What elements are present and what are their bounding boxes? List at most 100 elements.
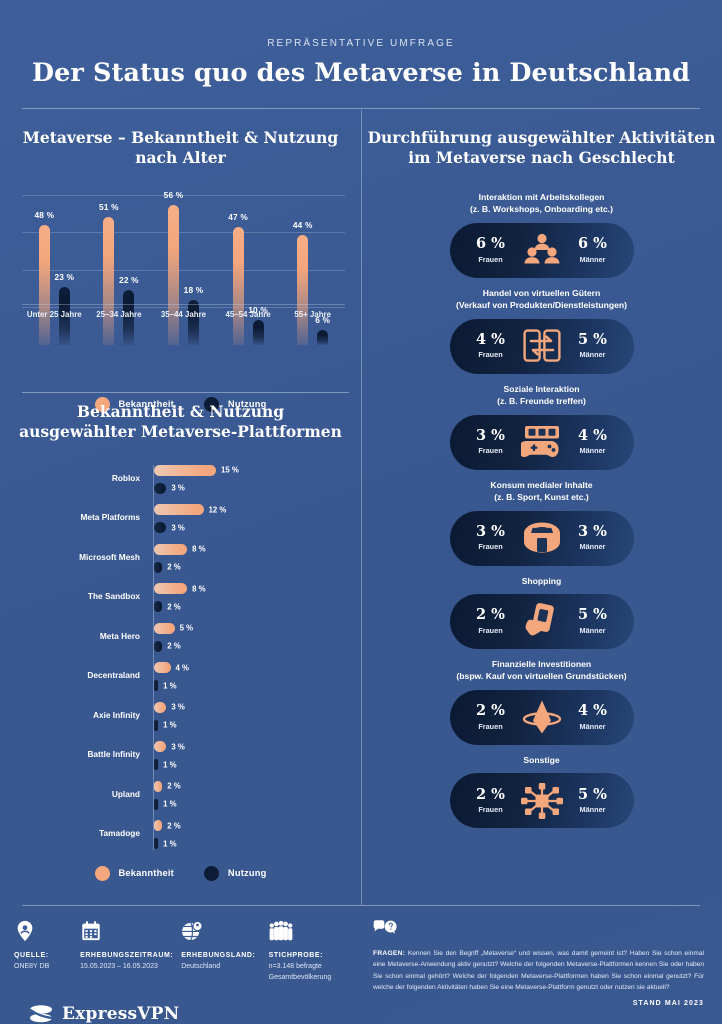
male-stat: 5 % Männer: [570, 608, 616, 635]
content-columns: Metaverse – Bekanntheit & Nutzung nach A…: [0, 110, 722, 905]
age-bar-bekanntheit: 51 %: [99, 202, 119, 345]
right-column: Durchführung ausgewählter Aktivitäten im…: [361, 110, 722, 905]
legend-item-nutzung: Nutzung: [203, 396, 267, 412]
bar-value-label: 1 %: [163, 681, 177, 691]
bar-value-label: 10 %: [248, 304, 268, 315]
footer-left: QUELLE: ONE8Y DB ERHEBUNGSZEITRAUM: 15.05.2…: [0, 906, 361, 1024]
platform-row: Meta Hero 5 % 2 %: [0, 619, 361, 659]
platform-bars: 15 % 3 %: [154, 464, 239, 494]
activity-caption: Sonstige: [375, 754, 708, 766]
platform-chart: Bekanntheit & Nutzung ausgewählter Metav…: [0, 402, 361, 881]
legend-swatch-icon: [203, 865, 219, 881]
activity-pill: 2 % Frauen 5 % Männer: [449, 593, 634, 649]
activity-caption-line: (z. B. Workshops, Onboarding etc.): [469, 204, 614, 215]
footer-meta: QUELLE: ONE8Y DB ERHEBUNGSZEITRAUM: 15.05.2…: [14, 920, 361, 983]
bar-value-label: 3 %: [171, 483, 185, 493]
platform-bars: 2 % 1 %: [154, 780, 181, 810]
female-label: Frauen: [478, 721, 503, 731]
platform-name-label: The Sandbox: [87, 591, 140, 602]
activity-caption-line: (bspw. Kauf von virtuellen Grundstücken): [456, 671, 627, 682]
page-title: Der Status quo des Metaverse in Deutschl…: [31, 58, 691, 88]
age-bar-bekanntheit: 47 %: [228, 212, 248, 345]
bar-value-label: 1 %: [163, 839, 177, 849]
legend-item-bekanntheit: Bekanntheit: [94, 396, 174, 412]
activity-caption-line: Sonstige: [523, 754, 560, 765]
bar-value-label: 3 %: [171, 742, 185, 752]
male-stat: 6 % Männer: [570, 237, 616, 264]
platform-name-label: Upland: [111, 788, 140, 799]
female-value: 2 %: [476, 785, 505, 803]
platform-bar-nutzung: 3 %: [154, 482, 185, 494]
legend-item-bekanntheit: Bekanntheit: [94, 865, 174, 881]
bar-value-label: 1 %: [163, 760, 177, 770]
left-column: Metaverse – Bekanntheit & Nutzung nach A…: [0, 110, 361, 905]
legend-item-nutzung: Nutzung: [203, 865, 267, 881]
age-chart-title: Metaverse – Bekanntheit & Nutzung nach A…: [22, 128, 339, 168]
male-value: 6 %: [578, 235, 607, 253]
activities-list: Interaktion mit Arbeitskollegen (z. B. Wo…: [361, 191, 722, 829]
legend-label: Nutzung: [227, 868, 267, 879]
bar-value-label: 8 %: [192, 584, 206, 594]
footer-meta-item: ERHEBUNGSZEITRAUM: 15.05.2023 – 16.05.202…: [80, 920, 181, 983]
female-value: 3 %: [476, 522, 505, 540]
footer-meta-value: n=3.148 befragte Gesamtbevölkerung: [268, 963, 332, 981]
age-bar-group: 56 % 18 %: [152, 190, 214, 345]
platform-row: Microsoft Mesh 8 % 2 %: [0, 540, 361, 580]
platform-row: Battle Infinity 3 % 1 %: [0, 737, 361, 777]
platform-bar-bekanntheit: 12 %: [154, 504, 226, 516]
age-bar-group: 51 % 22 %: [88, 195, 150, 345]
legend-swatch-icon: [203, 396, 219, 412]
platform-axis-line: [153, 464, 154, 850]
brand-name: ExpressVPN: [62, 1004, 180, 1024]
brand-logo: ExpressVPN: [28, 1003, 361, 1024]
questions-icon-wrap: [373, 920, 704, 941]
age-chart-plot: 48 % 23 % 51 % 22 % 56 % 18 % 47 % 10 % 44 % 6 %: [22, 190, 345, 345]
legend-label: Bekanntheit: [118, 868, 174, 879]
activity-caption: Konsum medialer Inhalte (z. B. Sport, Kun…: [375, 479, 708, 504]
x-axis-labels: Unter 25 Jahre 25–34 Jahre 35–44 Jahre 45–5…: [22, 310, 345, 319]
male-value: 4 %: [578, 426, 607, 444]
male-stat: 5 % Männer: [570, 332, 616, 359]
activity-caption-line: Shopping: [521, 575, 562, 586]
male-label: Männer: [579, 805, 606, 815]
female-value: 3 %: [476, 426, 505, 444]
activity-item: Sonstige 2 % Frauen 5 % Männer: [375, 754, 708, 829]
age-chart-legend: Bekanntheit Nutzung: [0, 396, 361, 412]
activity-pill: 2 % Frauen 5 % Männer: [449, 773, 634, 829]
platform-row: Roblox 15 % 3 %: [0, 461, 361, 501]
platform-chart-title: Bekanntheit & Nutzung ausgewählter Metav…: [19, 402, 342, 442]
platform-bar-nutzung: 2 %: [154, 561, 181, 573]
activity-caption-line: Interaktion mit Arbeitskollegen: [478, 191, 605, 202]
female-value: 2 %: [476, 606, 505, 624]
activity-item: Konsum medialer Inhalte (z. B. Sport, Kun…: [375, 479, 708, 566]
activity-caption-line: (z. B. Sport, Kunst etc.): [494, 492, 589, 503]
x-axis-tick-label: 55+ Jahre: [294, 310, 331, 319]
platform-name-label: Tamadoge: [99, 828, 140, 839]
activity-caption: Soziale Interaktion (z. B. Freunde treffe…: [375, 383, 708, 408]
age-bar-nutzung: 6 %: [315, 315, 330, 345]
female-label: Frauen: [478, 350, 503, 360]
male-label: Männer: [579, 625, 606, 635]
footer-right: FRAGEN: Kennen Sie den Begriff „Metavers…: [361, 906, 722, 1024]
activity-item: Finanzielle Investitionen (bspw. Kauf von…: [375, 658, 708, 745]
platform-rows: Roblox 15 % 3 % Meta Platforms 12 % 3 % Micros…: [0, 461, 361, 856]
bar-value-label: 47 %: [228, 212, 248, 223]
activity-item: Interaktion mit Arbeitskollegen (z. B. Wo…: [375, 191, 708, 278]
platform-bar-nutzung: 1 %: [154, 719, 177, 731]
platform-bars: 3 % 1 %: [154, 741, 185, 771]
footer-meta-value: ONE8Y DB: [14, 963, 50, 970]
bar-value-label: 51 %: [99, 202, 119, 213]
footer-meta-item: ERHEBUNGSLAND: Deutschland: [181, 920, 268, 983]
activity-caption-line: Handel von virtuellen Gütern: [482, 287, 601, 298]
footer-meta-value: Deutschland: [181, 963, 221, 970]
header-divider: [22, 108, 700, 109]
bar-value-label: 2 %: [167, 562, 181, 572]
footer: QUELLE: ONE8Y DB ERHEBUNGSZEITRAUM: 15.05.2…: [0, 906, 722, 1024]
platform-bar-nutzung: 3 %: [154, 522, 185, 534]
platform-bar-bekanntheit: 8 %: [154, 543, 206, 555]
network-nodes-icon: [519, 781, 565, 821]
platform-name-label: Axie Infinity: [92, 709, 140, 720]
age-bar-nutzung: 18 %: [184, 285, 203, 345]
platform-bar-nutzung: 1 %: [154, 759, 177, 771]
